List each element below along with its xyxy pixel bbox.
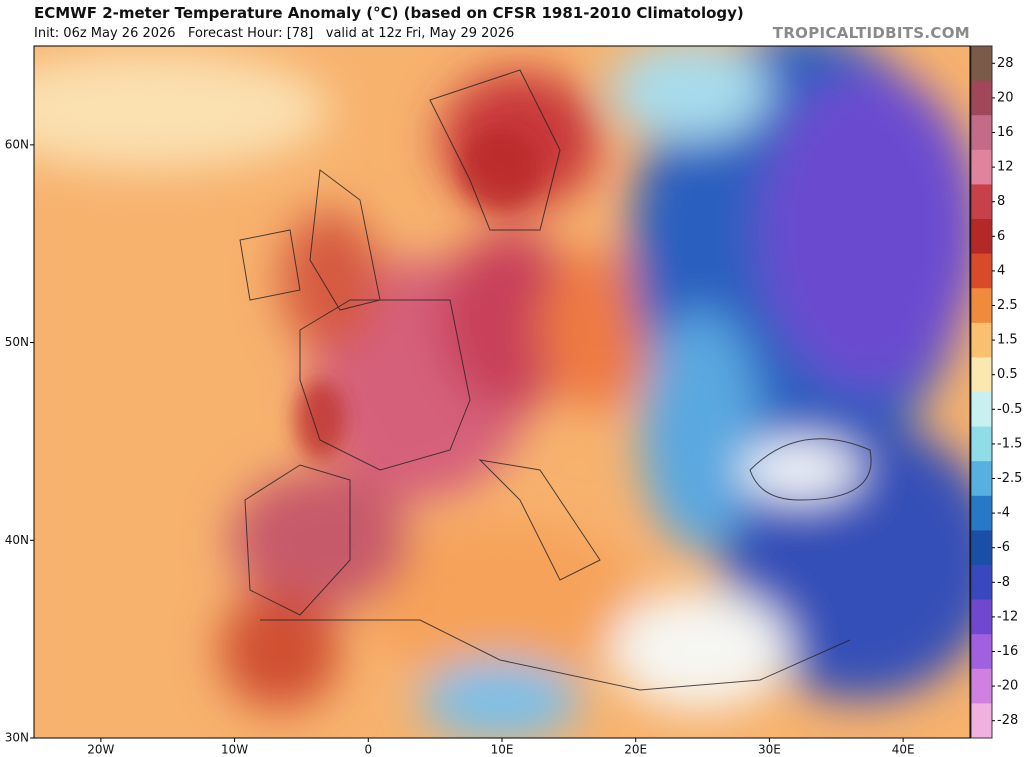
colorbar-segment	[971, 357, 992, 393]
colorbar-segment	[971, 599, 992, 635]
lon-label: 20E	[624, 743, 647, 757]
colorbar-label: -2.5	[997, 471, 1022, 486]
colorbar-segment	[971, 115, 992, 151]
colorbar-segment	[971, 530, 992, 566]
colorbar-label: 8	[997, 194, 1005, 209]
colorbar-segment	[971, 149, 992, 185]
title: ECMWF 2-meter Temperature Anomaly (°C) (…	[34, 4, 744, 22]
colorbar-segment	[971, 426, 992, 462]
colorbar-segment	[971, 634, 992, 670]
colorbar-frame	[970, 45, 993, 739]
colorbar-segment	[971, 184, 992, 220]
colorbar-segment	[971, 288, 992, 324]
colorbar-segment	[971, 392, 992, 428]
colorbar-segment	[971, 703, 992, 739]
colorbar-label: 6	[997, 229, 1005, 244]
lat-label: 60N	[5, 137, 29, 151]
colorbar-label: 20	[997, 90, 1014, 105]
lat-label: 50N	[5, 335, 29, 349]
colorbar-segment	[971, 565, 992, 601]
colorbar-label: -20	[997, 679, 1018, 694]
lon-label: 10W	[221, 743, 248, 757]
colorbar-label: 2.5	[997, 298, 1018, 313]
colorbar-label: -1.5	[997, 436, 1022, 451]
lat-label: 40N	[5, 533, 29, 547]
watermark: TROPICALTIDBITS.COM	[772, 24, 970, 42]
colorbar-label: 0.5	[997, 367, 1018, 382]
colorbar-label: -12	[997, 609, 1018, 624]
colorbar-segment	[971, 322, 992, 358]
colorbar-label: 1.5	[997, 333, 1018, 348]
colorbar-segment	[971, 253, 992, 289]
map-field	[34, 46, 970, 738]
colorbar-segment	[971, 461, 992, 497]
lon-label: 0	[364, 743, 372, 757]
colorbar-segment	[971, 80, 992, 116]
colorbar-segment	[971, 46, 992, 82]
colorbar-label: 16	[997, 125, 1014, 140]
lat-label: 30N	[5, 731, 29, 745]
colorbar-label: -28	[997, 713, 1018, 728]
colorbar-label: 12	[997, 160, 1014, 175]
colorbar-segment	[971, 668, 992, 704]
colorbar-label: -0.5	[997, 402, 1022, 417]
colorbar-label: -8	[997, 575, 1010, 590]
colorbar-label: -16	[997, 644, 1018, 659]
colorbar-label: 28	[997, 56, 1014, 71]
colorbar-label: -6	[997, 540, 1010, 555]
colorbar-segment	[971, 495, 992, 531]
lon-label: 40E	[892, 743, 915, 757]
lon-label: 10E	[491, 743, 514, 757]
lon-label: 30E	[758, 743, 781, 757]
lon-label: 20W	[87, 743, 114, 757]
colorbar-label: -4	[997, 506, 1010, 521]
colorbar-label: 4	[997, 263, 1005, 278]
subtitle: Init: 06z May 26 2026 Forecast Hour: [78…	[34, 26, 515, 41]
colorbar-segment	[971, 219, 992, 255]
